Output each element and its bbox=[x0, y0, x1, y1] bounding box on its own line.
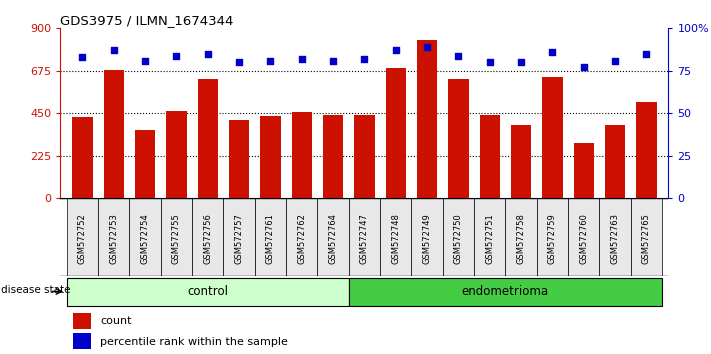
Text: GSM572763: GSM572763 bbox=[611, 213, 619, 264]
Text: GSM572751: GSM572751 bbox=[485, 213, 494, 264]
Bar bbox=[511, 125, 531, 198]
Bar bbox=[506, 198, 537, 276]
Bar bbox=[542, 78, 562, 198]
Bar bbox=[385, 68, 406, 198]
Bar bbox=[98, 198, 129, 276]
Text: endometrioma: endometrioma bbox=[462, 285, 549, 298]
Point bbox=[515, 59, 527, 65]
Bar bbox=[568, 198, 599, 276]
Text: GSM572754: GSM572754 bbox=[141, 213, 149, 264]
Bar bbox=[129, 198, 161, 276]
Point bbox=[578, 64, 589, 70]
Point bbox=[139, 58, 151, 63]
Bar bbox=[198, 79, 218, 198]
Text: GSM572761: GSM572761 bbox=[266, 213, 275, 264]
Point bbox=[108, 47, 119, 53]
Text: GSM572764: GSM572764 bbox=[328, 213, 338, 264]
Point bbox=[202, 51, 213, 57]
Text: GSM572749: GSM572749 bbox=[422, 213, 432, 264]
Point bbox=[171, 53, 182, 58]
Bar bbox=[223, 198, 255, 276]
Text: GSM572762: GSM572762 bbox=[297, 213, 306, 264]
Point bbox=[390, 47, 402, 53]
Text: disease state: disease state bbox=[1, 285, 70, 296]
Bar bbox=[631, 198, 662, 276]
Bar bbox=[443, 198, 474, 276]
Bar bbox=[348, 278, 662, 306]
Bar bbox=[537, 198, 568, 276]
Bar bbox=[67, 278, 348, 306]
Text: GSM572750: GSM572750 bbox=[454, 213, 463, 264]
Text: count: count bbox=[100, 316, 132, 326]
Bar bbox=[104, 70, 124, 198]
Bar bbox=[166, 112, 186, 198]
Point bbox=[327, 58, 338, 63]
Bar bbox=[73, 313, 91, 329]
Point bbox=[422, 44, 433, 50]
Text: GSM572757: GSM572757 bbox=[235, 213, 244, 264]
Point bbox=[77, 55, 88, 60]
Bar bbox=[417, 40, 437, 198]
Bar bbox=[599, 198, 631, 276]
Bar bbox=[448, 79, 469, 198]
Bar bbox=[192, 198, 223, 276]
Bar bbox=[380, 198, 412, 276]
Bar bbox=[354, 115, 375, 198]
Bar bbox=[161, 198, 192, 276]
Point bbox=[453, 53, 464, 58]
Text: GSM572765: GSM572765 bbox=[642, 213, 651, 264]
Bar bbox=[292, 112, 312, 198]
Text: GSM572752: GSM572752 bbox=[78, 213, 87, 264]
Point bbox=[296, 56, 307, 62]
Point bbox=[609, 58, 621, 63]
Text: GSM572760: GSM572760 bbox=[579, 213, 588, 264]
Bar bbox=[260, 116, 281, 198]
Bar bbox=[255, 198, 286, 276]
Text: GSM572748: GSM572748 bbox=[391, 213, 400, 264]
Text: GSM572755: GSM572755 bbox=[172, 213, 181, 264]
Bar bbox=[474, 198, 506, 276]
Point bbox=[641, 51, 652, 57]
Bar bbox=[479, 115, 500, 198]
Text: control: control bbox=[187, 285, 228, 298]
Text: GSM572759: GSM572759 bbox=[548, 213, 557, 264]
Bar bbox=[412, 198, 443, 276]
Point bbox=[359, 56, 370, 62]
Bar bbox=[348, 198, 380, 276]
Text: percentile rank within the sample: percentile rank within the sample bbox=[100, 337, 288, 347]
Text: GSM572747: GSM572747 bbox=[360, 213, 369, 264]
Bar bbox=[229, 120, 250, 198]
Bar bbox=[605, 125, 625, 198]
Bar bbox=[73, 333, 91, 349]
Point bbox=[547, 49, 558, 55]
Bar bbox=[323, 115, 343, 198]
Point bbox=[264, 58, 276, 63]
Bar bbox=[135, 130, 155, 198]
Text: GSM572758: GSM572758 bbox=[517, 213, 525, 264]
Text: GSM572753: GSM572753 bbox=[109, 213, 118, 264]
Text: GDS3975 / ILMN_1674344: GDS3975 / ILMN_1674344 bbox=[60, 14, 234, 27]
Point bbox=[484, 59, 496, 65]
Bar bbox=[636, 102, 656, 198]
Bar bbox=[286, 198, 317, 276]
Text: GSM572756: GSM572756 bbox=[203, 213, 212, 264]
Bar bbox=[67, 198, 98, 276]
Bar bbox=[73, 117, 92, 198]
Bar bbox=[574, 143, 594, 198]
Point bbox=[233, 59, 245, 65]
Bar bbox=[317, 198, 348, 276]
